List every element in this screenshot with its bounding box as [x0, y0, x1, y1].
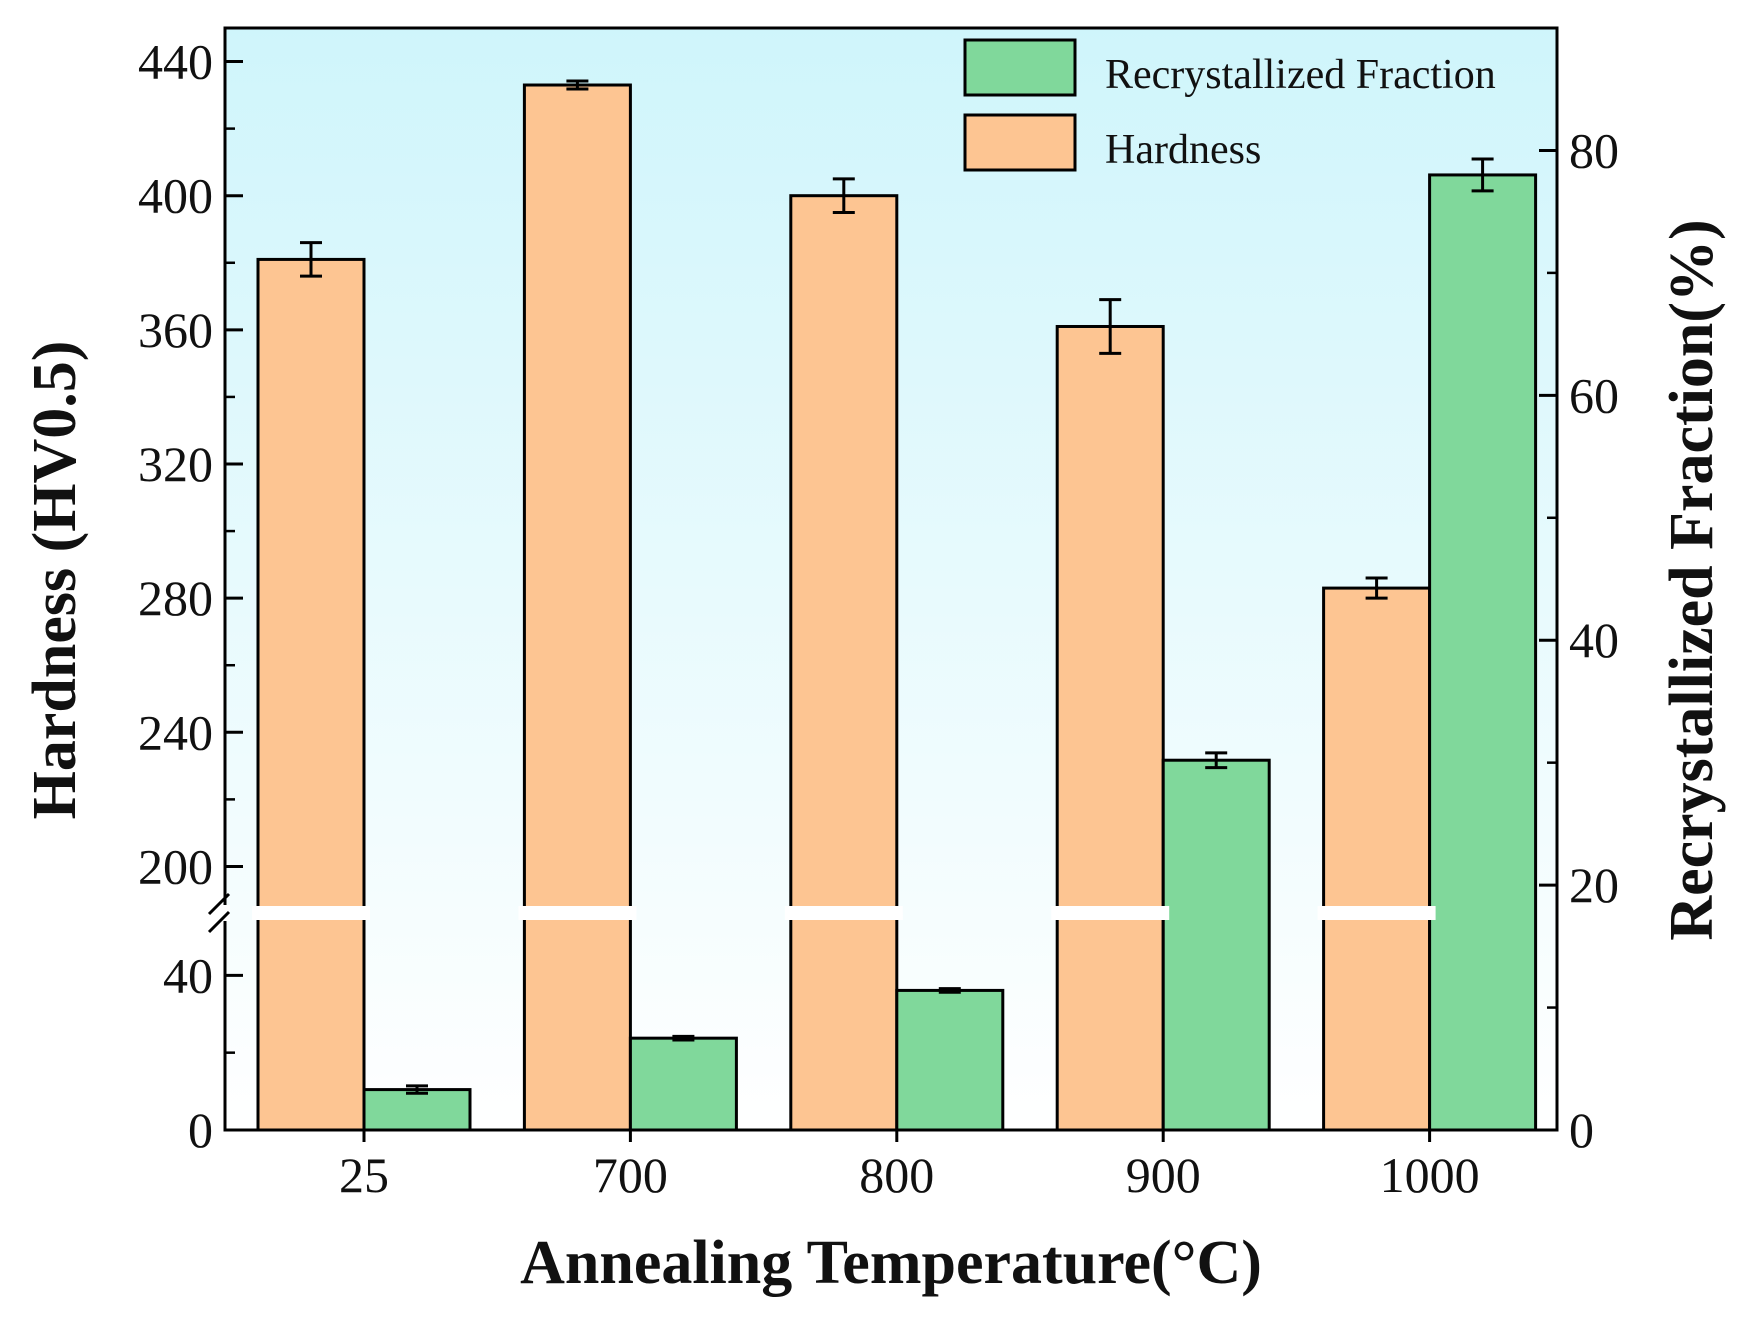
y-left-tick-label: 320 — [138, 436, 213, 492]
hardness-bar — [522, 83, 632, 1132]
y-left-tick-label: 440 — [138, 34, 213, 90]
legend-label-hardness: Hardness — [1105, 127, 1261, 173]
recrystallized-bar — [1161, 758, 1271, 1132]
legend-label-recrystallized: Recrystallized Fraction — [1105, 52, 1496, 98]
y-right-tick-label: 80 — [1569, 122, 1619, 178]
hardness-bar-break — [518, 906, 637, 920]
recrystallized-bar — [362, 1088, 472, 1132]
y-right-tick-label: 20 — [1569, 857, 1619, 913]
hardness-bar-break — [784, 906, 903, 920]
legend-swatch-recrystallized — [963, 38, 1077, 97]
recrystallized-bar — [895, 988, 1005, 1132]
recrystallized-bar — [1428, 173, 1538, 1132]
y-right-tick-label: 40 — [1569, 612, 1619, 668]
y-axis-right-title: Recrystallized Fraction(%) — [1658, 219, 1726, 940]
y-right-tick-label: 0 — [1569, 1102, 1594, 1158]
y-left-tick-label: 400 — [138, 168, 213, 224]
y-left-tick-label: 360 — [138, 302, 213, 358]
x-tick-label: 800 — [859, 1147, 934, 1203]
hardness-bar-break — [252, 906, 370, 920]
hardness-bar — [256, 257, 366, 1132]
break-mark-layer — [207, 892, 231, 934]
axis-break-slash — [207, 910, 231, 934]
ticks-layer: 25 700 800 900 1000 0 40 200 240 280 320 360 400 440 0… — [138, 34, 1619, 1203]
y-left-tick-label: 40 — [163, 947, 213, 1003]
legend: Recrystallized Fraction Hardness — [963, 38, 1496, 173]
hardness-bar — [1322, 586, 1432, 1132]
axis-break-slash — [207, 892, 231, 916]
axis-break-layer — [252, 906, 1436, 920]
x-tick-label: 25 — [339, 1147, 389, 1203]
y-left-tick-label: 0 — [188, 1102, 213, 1158]
hardness-bar — [1055, 324, 1165, 1132]
x-tick-label: 700 — [593, 1147, 668, 1203]
x-tick-label: 1000 — [1380, 1147, 1480, 1203]
bars-layer — [256, 79, 1538, 1132]
x-axis-title: Annealing Temperature(°C) — [520, 1229, 1262, 1297]
hardness-bar — [789, 194, 899, 1132]
legend-swatch-hardness — [963, 113, 1077, 172]
y-left-tick-label: 240 — [138, 704, 213, 760]
y-right-tick-label: 60 — [1569, 367, 1619, 423]
x-tick-label: 900 — [1126, 1147, 1201, 1203]
y-left-tick-label: 280 — [138, 570, 213, 626]
y-left-tick-label: 200 — [138, 838, 213, 894]
y-axis-left-title: Hardness (HV0.5) — [21, 341, 89, 820]
plot-frame — [223, 26, 1559, 1132]
hardness-bar-break — [1051, 906, 1170, 920]
hardness-bar-break — [1317, 906, 1436, 920]
recrystallized-bar — [628, 1036, 738, 1132]
